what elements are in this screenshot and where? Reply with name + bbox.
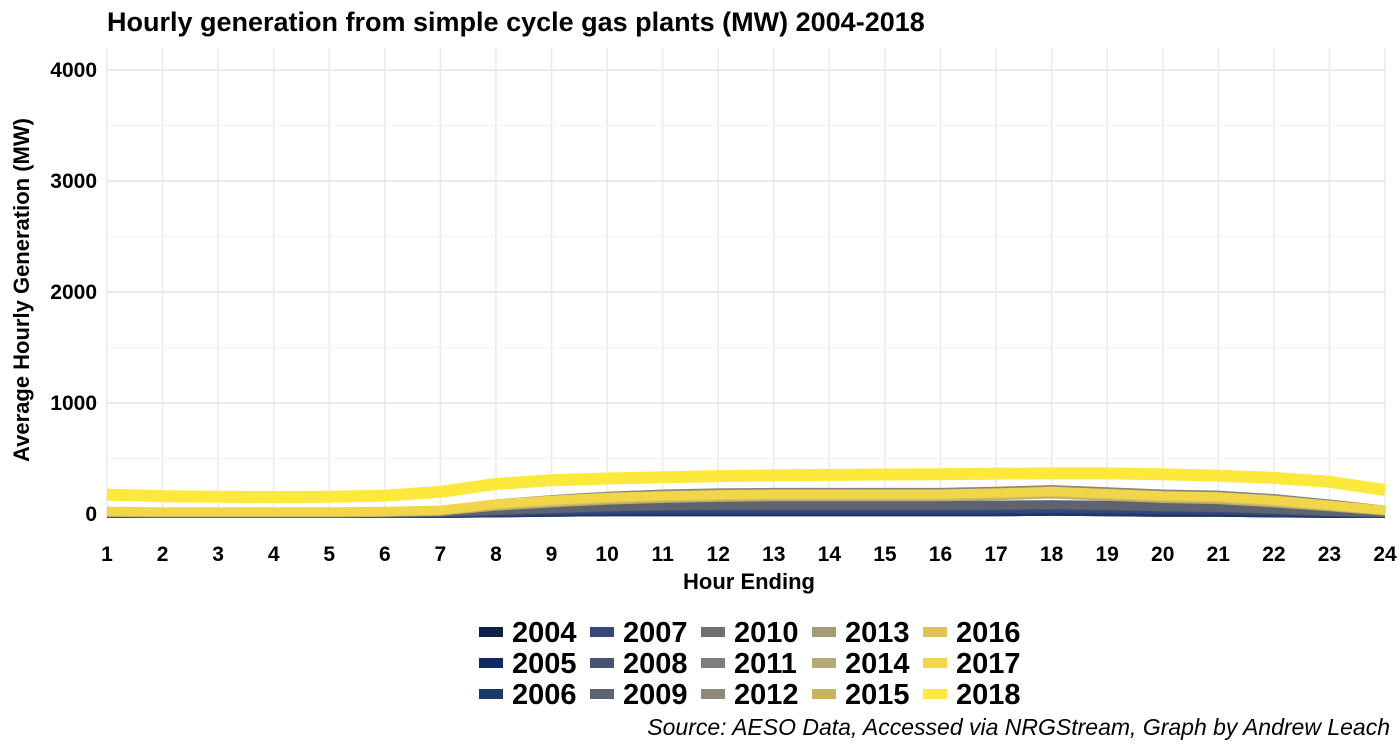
legend-label: 2014	[845, 648, 910, 680]
x-tick-label: 4	[268, 543, 280, 566]
x-tick-label: 15	[873, 543, 897, 566]
legend-label: 2004	[512, 617, 577, 649]
y-tick-label: 0	[85, 503, 97, 526]
y-axis-title: Average Hourly Generation (MW)	[9, 118, 34, 462]
x-tick-label: 11	[652, 543, 675, 566]
x-axis-title: Hour Ending	[683, 569, 815, 594]
legend-item-2007: 2007	[590, 617, 688, 649]
x-tick-label: 2	[157, 543, 169, 566]
y-tick-label: 4000	[50, 59, 97, 82]
legend-label: 2005	[512, 648, 577, 680]
legend-item-2006: 2006	[479, 679, 577, 711]
x-tick-label: 5	[323, 543, 335, 566]
legend-item-2008: 2008	[590, 648, 688, 680]
legend-item-2004: 2004	[479, 617, 577, 649]
legend-label: 2008	[623, 648, 688, 680]
legend-item-2015: 2015	[812, 679, 910, 711]
x-tick-label: 8	[490, 543, 502, 566]
legend-item-2009: 2009	[590, 679, 688, 711]
y-tick-label: 2000	[50, 281, 97, 304]
legend-item-2010: 2010	[701, 617, 799, 649]
x-axis-ticks: 1 2 3 4 5 6 7 8 9 10 11 12 13 14 15 16 17 18 19 20 21 22 23 24	[101, 543, 1397, 566]
legend-label: 2012	[734, 679, 799, 711]
legend-label: 2006	[512, 679, 577, 711]
legend-swatch	[479, 627, 503, 637]
x-tick-label: 13	[762, 543, 785, 566]
x-tick-label: 14	[818, 543, 842, 566]
x-tick-label: 12	[707, 543, 730, 566]
legend-swatch	[812, 627, 836, 637]
legend-swatch	[923, 689, 947, 699]
x-tick-label: 16	[929, 543, 952, 566]
legend-swatch	[701, 658, 725, 668]
x-tick-label: 7	[435, 543, 447, 566]
x-tick-label: 10	[595, 543, 618, 566]
legend-label: 2013	[845, 617, 910, 649]
legend-swatch	[701, 689, 725, 699]
legend-item-2013: 2013	[812, 617, 910, 649]
series-line-2018	[106, 467, 1386, 504]
legend-swatch	[479, 658, 503, 668]
legend-item-2011: 2011	[701, 648, 797, 680]
x-tick-label: 21	[1207, 543, 1231, 566]
legend-label: 2010	[734, 617, 799, 649]
x-tick-label: 22	[1262, 543, 1285, 566]
legend-item-2017: 2017	[923, 648, 1021, 680]
legend-swatch	[590, 627, 614, 637]
chart-title: Hourly generation from simple cycle gas …	[107, 7, 925, 37]
legend-label: 2016	[956, 617, 1021, 649]
legend-item-2018: 2018	[923, 679, 1021, 711]
legend-swatch	[923, 627, 947, 637]
legend-swatch	[812, 689, 836, 699]
y-tick-label: 1000	[50, 392, 97, 415]
legend-item-2005: 2005	[479, 648, 577, 680]
grid	[106, 48, 1386, 514]
x-tick-label: 1	[101, 543, 113, 566]
x-tick-label: 20	[1151, 543, 1174, 566]
legend-label: 2007	[623, 617, 688, 649]
x-tick-label: 24	[1373, 543, 1397, 566]
x-tick-label: 6	[379, 543, 391, 566]
legend-label: 2009	[623, 679, 688, 711]
legend-swatch	[479, 689, 503, 699]
legend-swatch	[590, 658, 614, 668]
legend-item-2016: 2016	[923, 617, 1021, 649]
legend-swatch	[923, 658, 947, 668]
legend-label: 2015	[845, 679, 910, 711]
legend-swatch	[590, 689, 614, 699]
x-tick-label: 3	[212, 543, 224, 566]
series-lines	[106, 467, 1386, 518]
legend-item-2012: 2012	[701, 679, 799, 711]
y-tick-label: 3000	[50, 170, 97, 193]
caption: Source: AESO Data, Accessed via NRGStrea…	[647, 714, 1390, 740]
series-line-2017	[106, 486, 1386, 517]
x-tick-label: 9	[546, 543, 558, 566]
legend-label: 2017	[956, 648, 1021, 680]
x-tick-label: 19	[1095, 543, 1118, 566]
y-axis-ticks: 0 1000 2000 3000 4000	[50, 59, 97, 526]
x-tick-label: 23	[1318, 543, 1341, 566]
x-tick-label: 18	[1040, 543, 1064, 566]
legend-item-2014: 2014	[812, 648, 910, 680]
legend-label: 2018	[956, 679, 1021, 711]
legend-swatch	[701, 627, 725, 637]
legend-swatch	[812, 658, 836, 668]
x-tick-label: 17	[984, 543, 1007, 566]
legend-label: 2011	[734, 648, 797, 680]
